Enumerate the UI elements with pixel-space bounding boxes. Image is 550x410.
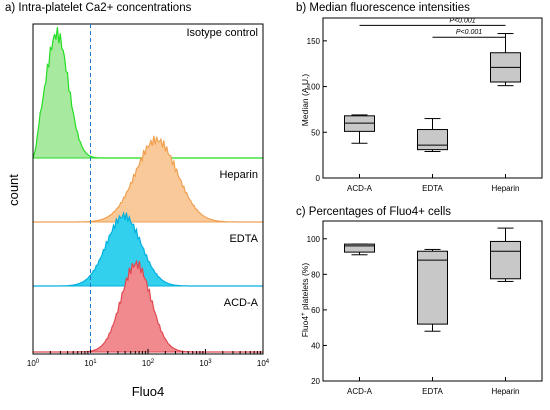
histogram-fill-acd-a — [33, 261, 263, 352]
histogram-series-label: Isotype control — [186, 27, 258, 39]
histogram-series-labels: Isotype control Heparin EDTA ACD-A — [186, 27, 258, 309]
panel-b-title: b) Median fluorescence intensities — [296, 2, 470, 14]
x-tick-label: ACD-A — [347, 387, 373, 396]
x-tick-label: 103 — [199, 359, 212, 368]
y-tick-label: 80 — [311, 270, 320, 279]
y-axis-label-count: count — [6, 174, 21, 206]
y-tick-label: 100 — [307, 83, 321, 92]
histogram-series-label: Heparin — [219, 169, 258, 181]
x-tick-label: EDTA — [422, 387, 443, 396]
significance-label: P<0.001 — [449, 17, 475, 24]
y-tick-label: 0 — [316, 174, 321, 183]
y-tick-label: 60 — [311, 306, 320, 315]
box-edta — [417, 129, 448, 151]
significance-label: P<0.001 — [456, 29, 482, 36]
box-heparin — [490, 240, 521, 280]
y-tick-label: 20 — [311, 377, 320, 386]
panel-a-title: a) Intra-platelet Ca2+ concentrations — [5, 2, 192, 14]
panel-c-title: c) Percentages of Fluo4+ cells — [296, 206, 452, 218]
histogram-series-label: EDTA — [229, 233, 258, 245]
histogram-panel: 100 101 102 103 104 count Fluo4 Isotype cont… — [6, 23, 270, 399]
x-tick-label: 104 — [257, 359, 270, 368]
y-tick-label: 150 — [307, 37, 321, 46]
y-tick-label: 100 — [307, 235, 321, 244]
percentage-boxplot-panel: 20 40 60 80 100 ACD-A EDTA Heparin Fluo4+ plate… — [300, 220, 543, 396]
box-edta — [417, 250, 448, 325]
x-tick-label: Heparin — [491, 387, 519, 396]
x-tick-label: 102 — [142, 359, 155, 368]
x-axis-label-fluo4: Fluo4 — [132, 384, 165, 399]
x-tick-label: EDTA — [422, 184, 443, 193]
box-acd-a — [344, 243, 375, 253]
x-tick-label: 101 — [84, 359, 97, 368]
y-tick-label: 40 — [311, 341, 320, 350]
y-tick-label: 50 — [311, 128, 320, 137]
x-tick-label: Heparin — [491, 184, 519, 193]
panel-c-y-axis-label: Fluo4+ platelets (%) — [300, 263, 310, 338]
histogram-fill-edta — [33, 212, 263, 286]
histogram-fill-heparin — [33, 135, 263, 222]
histogram-series-label: ACD-A — [224, 297, 259, 309]
x-tick-label: ACD-A — [347, 184, 373, 193]
x-tick-label: 100 — [27, 359, 40, 368]
panel-b-y-axis-label: Median (A.U.) — [300, 74, 310, 127]
histogram-fill-isotype-control — [33, 27, 263, 159]
histogram-x-ticks: 100 101 102 103 104 — [27, 349, 270, 368]
plot-frame — [322, 17, 543, 179]
histogram-layers — [32, 27, 263, 353]
